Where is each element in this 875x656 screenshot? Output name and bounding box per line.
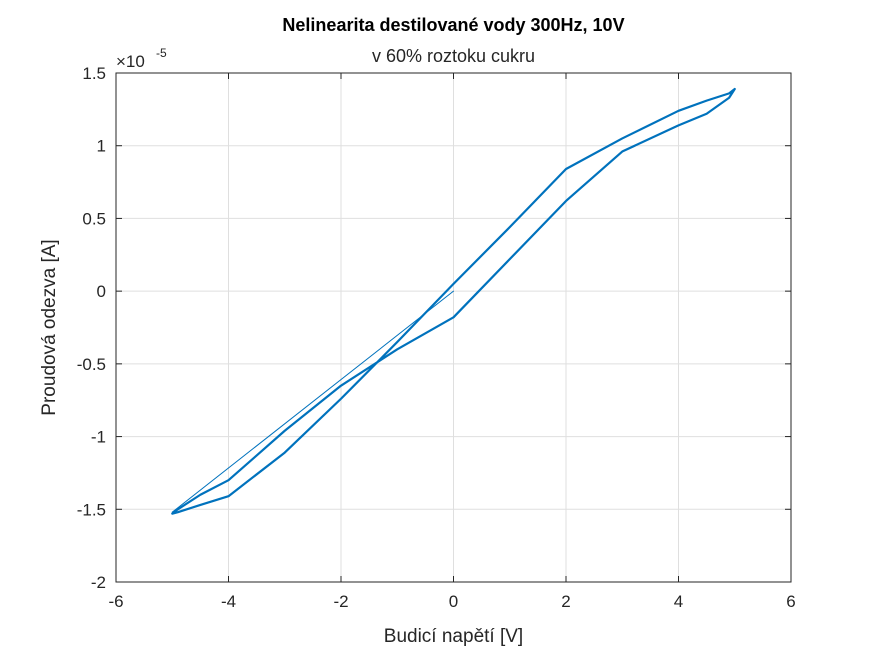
y-axis-label: Proudová odezva [A] xyxy=(39,239,60,415)
chart-title: Nelinearita destilované vody 300Hz, 10V xyxy=(282,15,624,35)
x-tick-label: -6 xyxy=(108,592,123,611)
series-line-hysteresis-loop xyxy=(171,87,736,515)
y-tick-label: 0.5 xyxy=(82,209,106,228)
y-tick-label: 1 xyxy=(97,137,106,156)
y-tick-label: -1.5 xyxy=(77,500,106,519)
x-tick-label: 2 xyxy=(561,592,570,611)
chart-subtitle: v 60% roztoku cukru xyxy=(372,46,535,66)
x-tick-label: -4 xyxy=(221,592,236,611)
series-line-startup-transient xyxy=(171,290,454,513)
y-tick-label: -0.5 xyxy=(77,355,106,374)
series-layer xyxy=(171,87,736,515)
x-tick-label: -2 xyxy=(333,592,348,611)
grid xyxy=(116,73,791,582)
x-tick-label: 4 xyxy=(674,592,683,611)
y-axis-exponent-base: ×10 xyxy=(116,52,145,71)
y-axis-exponent-power: -5 xyxy=(156,46,167,60)
y-tick-label: 1.5 xyxy=(82,64,106,83)
x-axis-label: Budicí napětí [V] xyxy=(384,626,523,647)
y-tick-label: 0 xyxy=(97,282,106,301)
ticks: -6 -4 -2 0 2 4 6 -2 -1.5 -1 -0.5 0 0.5 1 1.5 xyxy=(77,64,796,611)
y-tick-label: -1 xyxy=(91,428,106,447)
y-tick-label: -2 xyxy=(91,573,106,592)
x-tick-label: 6 xyxy=(786,592,795,611)
x-tick-label: 0 xyxy=(449,592,458,611)
